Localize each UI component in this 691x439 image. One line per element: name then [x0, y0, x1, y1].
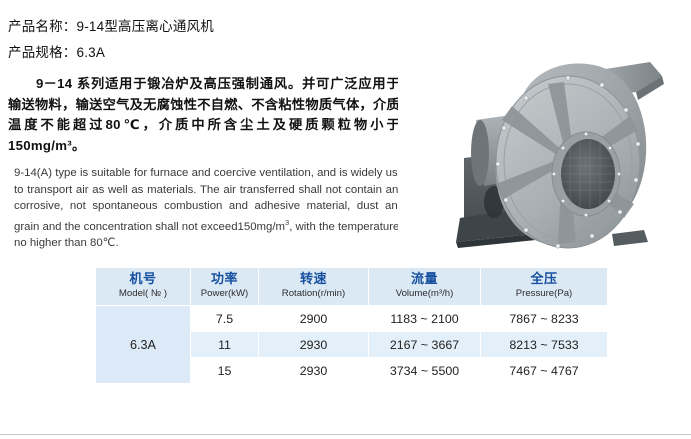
description-english-body: 9-14(A) type is suitable for furnace and…: [14, 167, 404, 233]
specification-table: 机号 Model( № ) 功率 Power(kW) 转速 Rotation(r…: [95, 268, 608, 384]
description-english-superscript: 3: [285, 217, 290, 227]
cell-rotation: 2930: [258, 331, 369, 358]
cell-volume: 2167 ~ 3667: [368, 331, 481, 358]
table-header-row: 机号 Model( № ) 功率 Power(kW) 转速 Rotation(r…: [95, 268, 608, 306]
description-english-last-line: no higher than 80℃.: [14, 237, 119, 250]
cell-volume: 1183 ~ 2100: [368, 305, 481, 332]
column-header-rotation-en: Rotation(r/min): [281, 288, 346, 299]
column-header-model: 机号 Model( № ): [95, 268, 191, 306]
bottom-divider: [0, 434, 691, 435]
cell-pressure: 7467 ~ 4767: [480, 357, 608, 384]
column-header-rotation: 转速 Rotation(r/min): [258, 268, 369, 306]
cell-power: 11: [190, 331, 259, 358]
column-header-volume: 流量 Volume(m³/h): [368, 268, 481, 306]
product-spec-line: 产品规格：6.3A: [8, 45, 106, 60]
table-row: 15 2930 3734 ~ 5500 7467 ~ 4767: [96, 357, 608, 384]
description-english: 9-14(A) type is suitable for furnace and…: [14, 165, 404, 252]
cell-pressure: 7867 ~ 8233: [480, 305, 608, 332]
description-chinese: 9－14 系列适用于锻冶炉及高压强制通风。并可广泛应用于输送物料，输送空气及无腐…: [8, 76, 400, 153]
column-header-pressure-cn: 全压: [530, 271, 558, 286]
table-row: 11 2930 2167 ~ 3667 8213 ~ 7533: [96, 331, 608, 358]
spec-table: 机号 Model( № ) 功率 Power(kW) 转速 Rotation(r…: [95, 268, 608, 384]
centrifugal-blower-photo: [398, 58, 686, 270]
description-english-tail: , with the temperature: [289, 220, 400, 233]
cell-rotation: 2930: [258, 357, 369, 384]
table-row: 6.3A 7.5 2900 1183 ~ 2100 7867 ~ 8233: [95, 305, 608, 384]
column-header-rotation-cn: 转速: [299, 271, 327, 286]
column-header-model-en: Model( № ): [118, 288, 168, 299]
blower-illustration: [456, 62, 664, 249]
product-name-line: 产品名称：9-14型高压离心通风机: [8, 19, 214, 34]
cell-rotation: 2900: [258, 305, 369, 332]
cell-volume: 3734 ~ 5500: [368, 357, 481, 384]
cell-power: 15: [190, 357, 259, 384]
column-header-power-cn: 功率: [210, 271, 238, 286]
cell-model: 6.3A: [95, 305, 191, 384]
product-meta: 产品名称：9-14型高压离心通风机 产品规格：6.3A: [8, 14, 428, 66]
cell-pressure: 8213 ~ 7533: [480, 331, 608, 358]
column-header-volume-en: Volume(m³/h): [395, 288, 454, 299]
column-header-power-en: Power(kW): [200, 288, 249, 299]
column-header-pressure-en: Pressure(Pa): [515, 288, 573, 299]
column-header-pressure: 全压 Pressure(Pa): [480, 268, 608, 306]
cell-power: 7.5: [190, 305, 259, 332]
column-header-model-cn: 机号: [129, 271, 157, 286]
column-header-power: 功率 Power(kW): [190, 268, 259, 306]
column-header-volume-cn: 流量: [410, 271, 438, 286]
